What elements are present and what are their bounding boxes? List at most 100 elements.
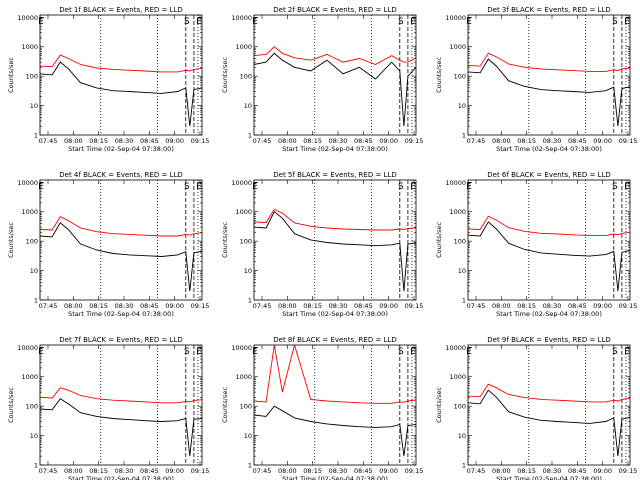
marker-label: S — [398, 182, 404, 192]
y-tick-label: 10 — [244, 432, 252, 440]
x-tick-label: 08:00 — [278, 137, 297, 145]
marker-label: E — [624, 17, 630, 27]
y-axis-label: Counts/sec — [221, 57, 229, 93]
chart-panel-1: Det 1f BLACK = Events, RED = LLD 1 10 100 10… — [7, 6, 209, 153]
x-tick-label: 09:15 — [619, 467, 638, 475]
y-axis-label: Counts/sec — [221, 387, 229, 423]
series-line-lld — [468, 383, 630, 403]
x-tick-label: 07:45 — [467, 302, 486, 310]
y-tick-label: 1000 — [235, 373, 252, 381]
y-tick-label: 10000 — [231, 179, 252, 187]
y-tick-label: 1 — [462, 462, 466, 470]
y-tick-label: 1000 — [235, 43, 252, 51]
marker-label: E — [252, 17, 258, 27]
series-line-lld — [40, 54, 202, 73]
y-tick-label: 100 — [26, 403, 38, 411]
marker-label: E — [410, 347, 416, 357]
y-tick-label: 1000 — [449, 208, 466, 216]
series-line-lld — [468, 52, 630, 72]
plot-frame — [253, 344, 417, 466]
marker-label: E — [410, 17, 416, 27]
x-tick-label: 08:15 — [517, 137, 536, 145]
x-tick-label: 08:30 — [115, 302, 134, 310]
series-line-events — [40, 398, 202, 457]
y-tick-label: 10000 — [445, 179, 466, 187]
y-tick-label: 10000 — [445, 344, 466, 352]
y-tick-label: 100 — [454, 238, 466, 246]
x-axis-label: Start Time (02-Sep-04 07:38:00) — [496, 145, 602, 153]
chart-title: Det 2f BLACK = Events, RED = LLD — [273, 6, 396, 14]
x-tick-label: 08:45 — [568, 302, 587, 310]
x-tick-label: 09:15 — [405, 137, 424, 145]
marker-label: E — [252, 347, 258, 357]
series-line-lld — [40, 216, 202, 237]
x-tick-label: 08:15 — [89, 302, 108, 310]
plot-frame — [467, 179, 631, 301]
series-line-events — [40, 61, 202, 127]
x-tick-label: 07:45 — [39, 137, 58, 145]
x-axis-label: Start Time (02-Sep-04 07:38:00) — [496, 310, 602, 318]
y-tick-label: 10 — [458, 432, 466, 440]
series-line-events — [468, 221, 630, 292]
x-tick-label: 09:00 — [379, 137, 398, 145]
x-tick-label: 08:00 — [492, 137, 511, 145]
marker-label: E — [624, 182, 630, 192]
chart-title: Det 3f BLACK = Events, RED = LLD — [487, 6, 610, 14]
y-tick-label: 100 — [240, 403, 252, 411]
x-tick-label: 08:30 — [329, 137, 348, 145]
series-line-events — [40, 222, 202, 292]
y-tick-label: 100 — [26, 73, 38, 81]
x-tick-label: 08:15 — [303, 467, 322, 475]
y-tick-label: 10 — [244, 102, 252, 110]
chart-panel-6: Det 6f BLACK = Events, RED = LLD 1 10 100 10… — [435, 171, 637, 318]
y-tick-label: 1 — [248, 132, 252, 140]
series-line-events — [254, 405, 416, 457]
x-tick-label: 08:15 — [517, 302, 536, 310]
marker-label: E — [410, 182, 416, 192]
y-tick-label: 1000 — [449, 43, 466, 51]
x-axis-label: Start Time (02-Sep-04 07:38:00) — [282, 475, 388, 480]
x-tick-label: 08:00 — [278, 302, 297, 310]
y-tick-label: 10 — [458, 102, 466, 110]
chart-title: Det 8f BLACK = Events, RED = LLD — [273, 336, 396, 344]
y-tick-label: 10000 — [231, 14, 252, 22]
y-axis-label: Counts/sec — [435, 387, 443, 423]
x-axis-label: Start Time (02-Sep-04 07:38:00) — [496, 475, 602, 480]
x-tick-label: 08:15 — [89, 137, 108, 145]
y-tick-label: 10 — [30, 102, 38, 110]
x-tick-label: 08:30 — [115, 137, 134, 145]
x-tick-label: 08:15 — [517, 467, 536, 475]
y-tick-label: 10 — [458, 267, 466, 275]
x-tick-label: 08:00 — [64, 302, 83, 310]
y-axis-label: Counts/sec — [7, 387, 15, 423]
x-tick-label: 08:30 — [543, 137, 562, 145]
marker-label: E — [466, 347, 472, 357]
chart-title: Det 7f BLACK = Events, RED = LLD — [59, 336, 182, 344]
plot-frame — [467, 14, 631, 136]
chart-panel-7: Det 7f BLACK = Events, RED = LLD 1 10 100 10… — [7, 336, 210, 480]
x-tick-label: 08:30 — [543, 302, 562, 310]
x-tick-label: 09:15 — [405, 302, 424, 310]
x-tick-label: 08:30 — [115, 467, 134, 475]
y-tick-label: 1 — [248, 297, 252, 305]
x-tick-label: 09:00 — [165, 302, 184, 310]
x-tick-label: 08:45 — [568, 137, 587, 145]
x-tick-label: 09:15 — [191, 467, 210, 475]
plot-frame — [253, 179, 417, 301]
x-tick-label: 08:45 — [354, 137, 373, 145]
series-line-events — [468, 58, 630, 127]
plot-frame — [39, 14, 203, 136]
chart-panel-9: Det 9f BLACK = Events, RED = LLD 1 10 100 10… — [435, 336, 638, 480]
y-tick-label: 10000 — [17, 14, 38, 22]
x-tick-label: 09:00 — [593, 467, 612, 475]
x-tick-label: 09:15 — [405, 467, 424, 475]
plot-frame — [39, 179, 203, 301]
marker-label: S — [612, 17, 618, 27]
x-tick-label: 08:45 — [140, 137, 159, 145]
x-axis-label: Start Time (02-Sep-04 07:38:00) — [68, 145, 174, 153]
y-tick-label: 1000 — [21, 208, 38, 216]
y-tick-label: 1 — [248, 462, 252, 470]
x-tick-label: 07:45 — [253, 302, 272, 310]
y-axis-label: Counts/sec — [7, 222, 15, 258]
marker-label: S — [398, 347, 404, 357]
